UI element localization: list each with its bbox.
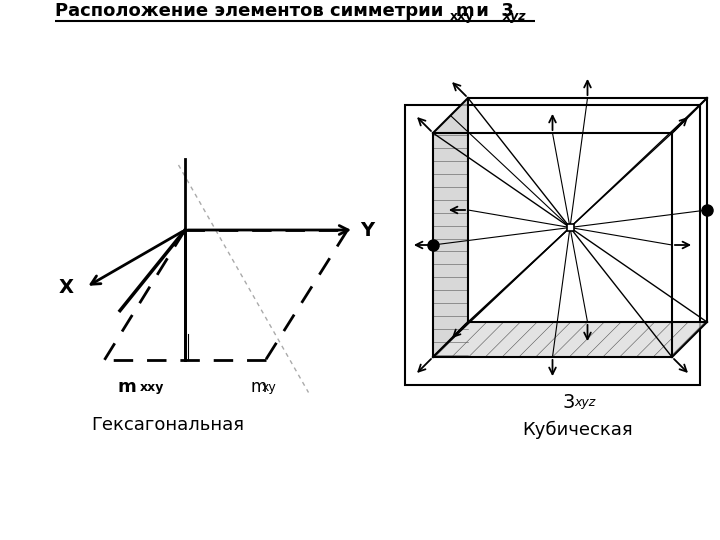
Text: xyz: xyz: [575, 396, 595, 409]
Text: xy: xy: [261, 381, 276, 394]
Text: m: m: [117, 378, 136, 396]
Text: xxy: xxy: [140, 381, 164, 394]
Polygon shape: [433, 322, 707, 357]
Text: и  3: и 3: [470, 2, 514, 20]
Polygon shape: [433, 98, 468, 357]
Text: X: X: [59, 278, 74, 296]
Bar: [567, 224, 574, 231]
Text: m: m: [250, 378, 266, 396]
Text: 3: 3: [562, 393, 575, 412]
Text: Гексагональная: Гексагональная: [91, 416, 244, 434]
Text: Y: Y: [361, 220, 374, 240]
Bar: [405, 105, 700, 385]
Text: Расположение элементов симметрии  m: Расположение элементов симметрии m: [55, 2, 474, 20]
Text: xyz: xyz: [503, 10, 526, 23]
Text: xxy: xxy: [450, 10, 474, 23]
Text: Кубическая: Кубическая: [523, 421, 633, 439]
